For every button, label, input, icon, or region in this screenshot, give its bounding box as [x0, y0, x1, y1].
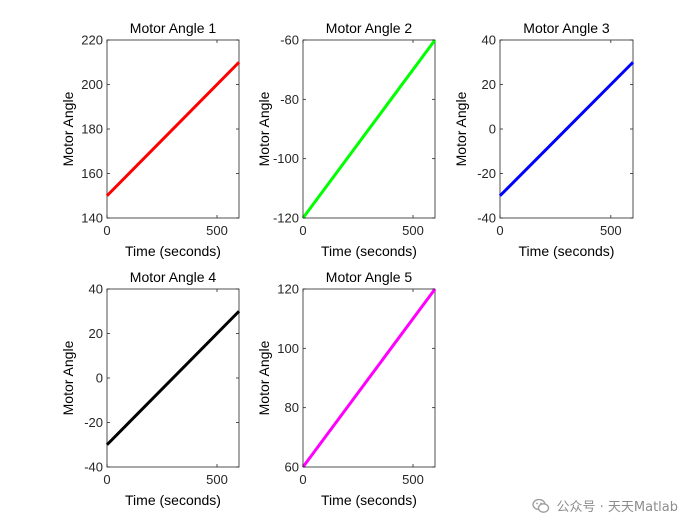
y-tick-label: 100 [277, 341, 299, 356]
series-line [301, 288, 437, 468]
y-tick-label: -20 [84, 415, 103, 430]
subplot-1: 0 500 140 160 180 200 220 Motor Angle 1 Time (se… [60, 20, 241, 259]
y-tick-label: 0 [96, 371, 103, 386]
x-tick-label: 500 [206, 472, 228, 487]
y-tick-label: 160 [81, 166, 103, 181]
y-tick-label: -60 [280, 33, 299, 48]
y-axis-label: Motor Angle [453, 91, 469, 166]
subplot-5: 0 500 60 80 100 120 Motor Angle 5 Time (seconds… [256, 269, 437, 508]
y-tick-label: 80 [285, 400, 299, 415]
x-tick-label: 0 [496, 223, 503, 238]
y-tick-label: 200 [81, 77, 103, 92]
x-tick-label: 500 [402, 472, 424, 487]
subplot-4: 0 500 -40 -20 0 20 40 Motor Angle 4 Time (second… [60, 269, 241, 508]
watermark-text: 公众号 · 天天Matlab [556, 500, 678, 515]
y-tick-label: 140 [81, 211, 103, 226]
watermark: 公众号 · 天天Matlab [532, 496, 678, 515]
x-tick-label: 500 [206, 223, 228, 238]
y-tick-label: 20 [89, 326, 103, 341]
x-tick-label: 500 [600, 223, 622, 238]
x-tick-label: 500 [402, 223, 424, 238]
x-axis-label: Time (seconds) [125, 492, 221, 508]
y-tick-label: 40 [482, 33, 496, 48]
chart-title: Motor Angle 5 [326, 269, 413, 285]
y-tick-label: 0 [489, 122, 496, 137]
y-axis-label: Motor Angle [60, 340, 76, 415]
chart-title: Motor Angle 2 [326, 20, 413, 36]
subplot-2: 0 500 -120 -100 -80 -60 Motor Angle 2 Time (sec… [256, 20, 437, 259]
y-tick-label: -80 [280, 92, 299, 107]
y-axis-label: Motor Angle [256, 91, 272, 166]
x-tick-label: 0 [299, 223, 306, 238]
chart-title: Motor Angle 3 [523, 20, 610, 36]
y-tick-label: 60 [285, 460, 299, 475]
x-axis-label: Time (seconds) [519, 243, 615, 259]
x-axis-label: Time (seconds) [321, 243, 417, 259]
y-tick-label: -20 [477, 166, 496, 181]
wechat-icon [532, 498, 550, 513]
y-axis-label: Motor Angle [60, 91, 76, 166]
y-tick-label: 20 [482, 77, 496, 92]
x-axis-label: Time (seconds) [321, 492, 417, 508]
x-tick-label: 0 [299, 472, 306, 487]
y-tick-label: 40 [89, 282, 103, 297]
y-tick-label: 180 [81, 122, 103, 137]
x-axis-label: Time (seconds) [125, 243, 221, 259]
x-tick-label: 0 [103, 223, 110, 238]
y-tick-label: 220 [81, 33, 103, 48]
series-line [105, 310, 241, 446]
series-line [301, 39, 437, 219]
y-tick-label: -40 [477, 211, 496, 226]
chart-title: Motor Angle 1 [130, 20, 217, 36]
series-line [498, 61, 635, 197]
series-line [105, 61, 241, 197]
y-tick-label: -100 [273, 151, 299, 166]
y-tick-label: 120 [277, 282, 299, 297]
y-axis-label: Motor Angle [256, 340, 272, 415]
subplot-3: 0 500 -40 -20 0 20 40 Motor Angle 3 Time (second… [453, 20, 635, 259]
y-tick-label: -120 [273, 211, 299, 226]
x-tick-label: 0 [103, 472, 110, 487]
y-tick-label: -40 [84, 460, 103, 475]
chart-title: Motor Angle 4 [130, 269, 217, 285]
